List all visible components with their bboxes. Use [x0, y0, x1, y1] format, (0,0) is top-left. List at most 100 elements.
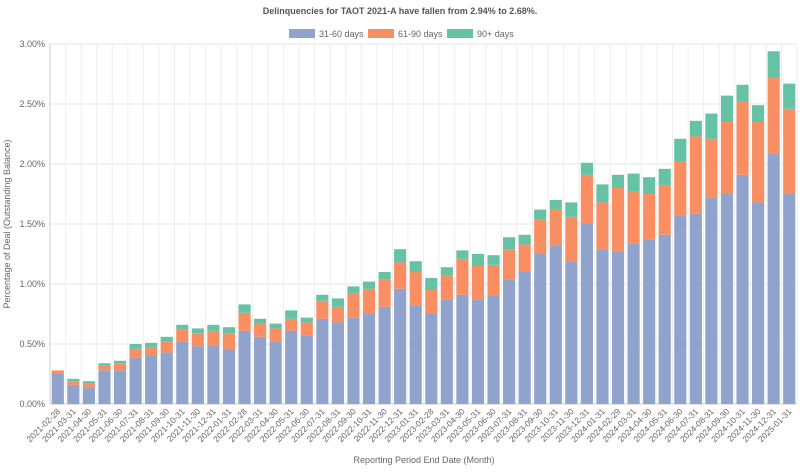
bar-61-90-days[interactable] [456, 258, 469, 295]
bar-90-days[interactable] [674, 138, 687, 162]
bar-31-60-days[interactable] [129, 357, 142, 404]
bar-90-days[interactable] [503, 237, 516, 250]
bar-31-60-days[interactable] [51, 374, 64, 404]
bar-31-60-days[interactable] [254, 336, 267, 404]
bar-61-90-days[interactable] [425, 290, 438, 314]
bar-61-90-days[interactable] [222, 333, 236, 350]
bar-90-days[interactable] [191, 328, 204, 334]
bar-61-90-days[interactable] [627, 191, 640, 244]
bar-90-days[interactable] [316, 294, 329, 301]
bar-61-90-days[interactable] [191, 333, 204, 347]
bar-61-90-days[interactable] [783, 108, 796, 194]
bar-61-90-days[interactable] [549, 209, 562, 246]
bar-31-60-days[interactable] [113, 370, 127, 404]
bar-31-60-days[interactable] [269, 341, 282, 404]
bar-61-90-days[interactable] [440, 275, 453, 300]
bar-61-90-days[interactable] [285, 318, 298, 331]
bar-90-days[interactable] [176, 324, 189, 330]
bar-90-days[interactable] [440, 267, 453, 276]
bar-61-90-days[interactable] [565, 216, 578, 262]
bar-31-60-days[interactable] [207, 345, 220, 404]
bar-61-90-days[interactable] [534, 219, 547, 254]
bar-61-90-days[interactable] [611, 188, 625, 252]
bar-31-60-days[interactable] [378, 306, 391, 404]
bar-61-90-days[interactable] [658, 185, 671, 235]
legend-item[interactable]: 31-60 days [289, 29, 364, 39]
bar-90-days[interactable] [331, 298, 344, 307]
bar-31-60-days[interactable] [580, 224, 593, 404]
bar-61-90-days[interactable] [160, 341, 173, 353]
bar-31-60-days[interactable] [98, 370, 111, 404]
bar-90-days[interactable] [767, 51, 780, 78]
bar-31-60-days[interactable] [596, 249, 609, 404]
bar-61-90-days[interactable] [238, 312, 251, 331]
bar-31-60-days[interactable] [425, 314, 438, 404]
bar-61-90-days[interactable] [362, 288, 376, 314]
bar-31-60-days[interactable] [549, 245, 562, 404]
bar-61-90-days[interactable] [269, 328, 282, 342]
bar-90-days[interactable] [596, 184, 609, 203]
bar-90-days[interactable] [409, 261, 422, 272]
bar-90-days[interactable] [238, 304, 251, 313]
bar-31-60-days[interactable] [347, 317, 360, 404]
bar-31-60-days[interactable] [67, 384, 80, 404]
bar-31-60-days[interactable] [534, 254, 547, 404]
bar-90-days[interactable] [534, 209, 547, 220]
bar-61-90-days[interactable] [752, 122, 765, 203]
bar-61-90-days[interactable] [145, 347, 158, 356]
bar-31-60-days[interactable] [238, 330, 251, 404]
bar-31-60-days[interactable] [316, 318, 329, 404]
bar-90-days[interactable] [285, 310, 298, 319]
bar-90-days[interactable] [207, 324, 220, 331]
bar-61-90-days[interactable] [503, 249, 516, 280]
bar-61-90-days[interactable] [596, 202, 609, 250]
bar-90-days[interactable] [347, 286, 360, 294]
bar-90-days[interactable] [425, 278, 438, 290]
bar-31-60-days[interactable] [736, 174, 749, 404]
bar-90-days[interactable] [394, 249, 407, 263]
bar-31-60-days[interactable] [752, 202, 765, 404]
bar-31-60-days[interactable] [627, 243, 640, 404]
bar-31-60-days[interactable] [331, 322, 344, 404]
bar-90-days[interactable] [160, 336, 173, 342]
legend-item[interactable]: 61-90 days [368, 29, 443, 39]
bar-61-90-days[interactable] [394, 262, 407, 289]
bar-31-60-days[interactable] [767, 153, 780, 404]
bar-61-90-days[interactable] [129, 348, 142, 358]
bar-90-days[interactable] [67, 378, 80, 382]
bar-90-days[interactable] [752, 105, 765, 122]
bar-61-90-days[interactable] [207, 330, 220, 346]
bar-90-days[interactable] [580, 162, 593, 175]
bar-90-days[interactable] [518, 234, 531, 245]
bar-61-90-days[interactable] [331, 306, 344, 323]
bar-61-90-days[interactable] [518, 244, 531, 272]
bar-31-60-days[interactable] [658, 234, 671, 404]
bar-90-days[interactable] [145, 342, 158, 348]
bar-61-90-days[interactable] [736, 101, 749, 175]
bar-31-60-days[interactable] [160, 352, 173, 404]
bar-90-days[interactable] [736, 84, 749, 102]
bar-31-60-days[interactable] [362, 314, 376, 404]
bar-31-60-days[interactable] [503, 279, 516, 404]
bar-61-90-days[interactable] [51, 370, 64, 374]
bar-31-60-days[interactable] [394, 288, 407, 404]
bar-90-days[interactable] [98, 363, 111, 366]
bar-31-60-days[interactable] [471, 299, 485, 404]
bar-90-days[interactable] [269, 323, 282, 329]
bar-31-60-days[interactable] [300, 335, 313, 404]
bar-31-60-days[interactable] [674, 215, 687, 404]
bar-31-60-days[interactable] [689, 213, 702, 404]
bar-61-90-days[interactable] [98, 365, 111, 371]
bar-61-90-days[interactable] [316, 300, 329, 319]
bar-31-60-days[interactable] [222, 350, 236, 404]
bar-61-90-days[interactable] [643, 194, 656, 240]
bar-90-days[interactable] [611, 174, 625, 188]
bar-61-90-days[interactable] [378, 279, 391, 307]
bar-61-90-days[interactable] [674, 161, 687, 216]
bar-61-90-days[interactable] [347, 293, 360, 318]
bar-90-days[interactable] [362, 281, 376, 289]
bar-31-60-days[interactable] [145, 356, 158, 404]
bar-90-days[interactable] [658, 168, 671, 186]
bar-31-60-days[interactable] [456, 294, 469, 404]
bar-31-60-days[interactable] [191, 346, 204, 404]
